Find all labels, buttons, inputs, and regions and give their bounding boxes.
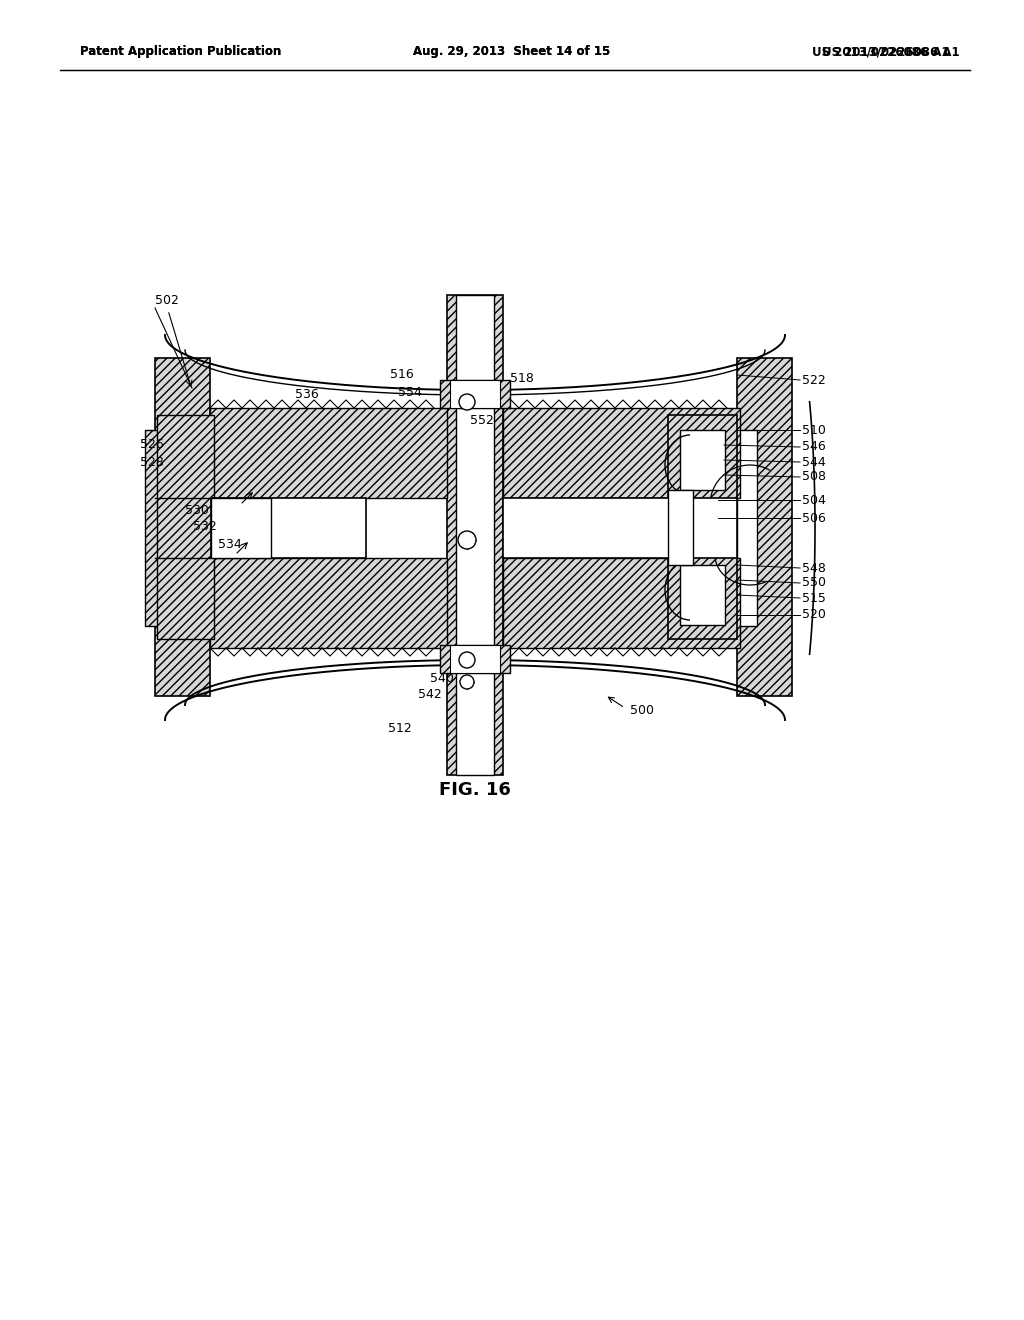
Polygon shape	[450, 645, 500, 673]
Text: US 2013/0226086 A1: US 2013/0226086 A1	[822, 45, 961, 58]
Polygon shape	[668, 414, 737, 639]
Text: 540: 540	[430, 672, 454, 685]
Text: 508: 508	[802, 470, 826, 483]
Text: 526: 526	[140, 438, 164, 451]
Polygon shape	[503, 558, 740, 648]
Text: 552: 552	[470, 413, 494, 426]
Text: FIG. 16: FIG. 16	[439, 781, 511, 799]
Polygon shape	[210, 408, 447, 498]
Text: 500: 500	[630, 704, 654, 717]
Text: 550: 550	[802, 577, 826, 590]
Polygon shape	[668, 490, 693, 565]
Polygon shape	[211, 498, 366, 558]
Polygon shape	[503, 408, 740, 498]
Polygon shape	[503, 498, 737, 558]
Polygon shape	[440, 645, 510, 673]
Text: 542: 542	[418, 689, 441, 701]
Polygon shape	[157, 414, 214, 639]
Text: 512: 512	[388, 722, 412, 734]
Polygon shape	[447, 294, 503, 775]
Text: 554: 554	[398, 385, 422, 399]
Circle shape	[458, 531, 476, 549]
Text: 516: 516	[390, 368, 414, 381]
Polygon shape	[680, 565, 725, 624]
Text: Aug. 29, 2013  Sheet 14 of 15: Aug. 29, 2013 Sheet 14 of 15	[414, 45, 610, 58]
Text: 522: 522	[802, 374, 825, 387]
Text: 502: 502	[155, 293, 179, 306]
Text: Patent Application Publication: Patent Application Publication	[80, 45, 282, 58]
Text: 520: 520	[802, 609, 826, 622]
Text: 530: 530	[185, 503, 209, 516]
Text: 548: 548	[802, 561, 826, 574]
Text: 544: 544	[802, 455, 825, 469]
Text: 546: 546	[802, 441, 825, 454]
Text: Patent Application Publication: Patent Application Publication	[80, 45, 282, 58]
Polygon shape	[155, 358, 210, 696]
Polygon shape	[737, 358, 792, 696]
Text: 506: 506	[802, 511, 826, 524]
Polygon shape	[680, 430, 725, 490]
Text: 536: 536	[295, 388, 318, 401]
Text: 528: 528	[140, 457, 164, 470]
Polygon shape	[450, 380, 500, 408]
Text: 510: 510	[802, 424, 826, 437]
Text: 532: 532	[193, 520, 217, 533]
Circle shape	[459, 652, 475, 668]
Polygon shape	[737, 430, 757, 626]
Polygon shape	[210, 558, 447, 648]
Polygon shape	[145, 430, 163, 626]
Polygon shape	[211, 498, 271, 558]
Polygon shape	[440, 380, 510, 408]
Circle shape	[460, 675, 474, 689]
Text: 504: 504	[802, 494, 826, 507]
Text: Aug. 29, 2013  Sheet 14 of 15: Aug. 29, 2013 Sheet 14 of 15	[414, 45, 610, 58]
Text: 515: 515	[802, 591, 826, 605]
Text: US 2013/0226086 A1: US 2013/0226086 A1	[812, 45, 950, 58]
Circle shape	[459, 393, 475, 411]
Text: 534: 534	[218, 539, 242, 552]
Text: 518: 518	[510, 371, 534, 384]
Polygon shape	[456, 294, 494, 775]
